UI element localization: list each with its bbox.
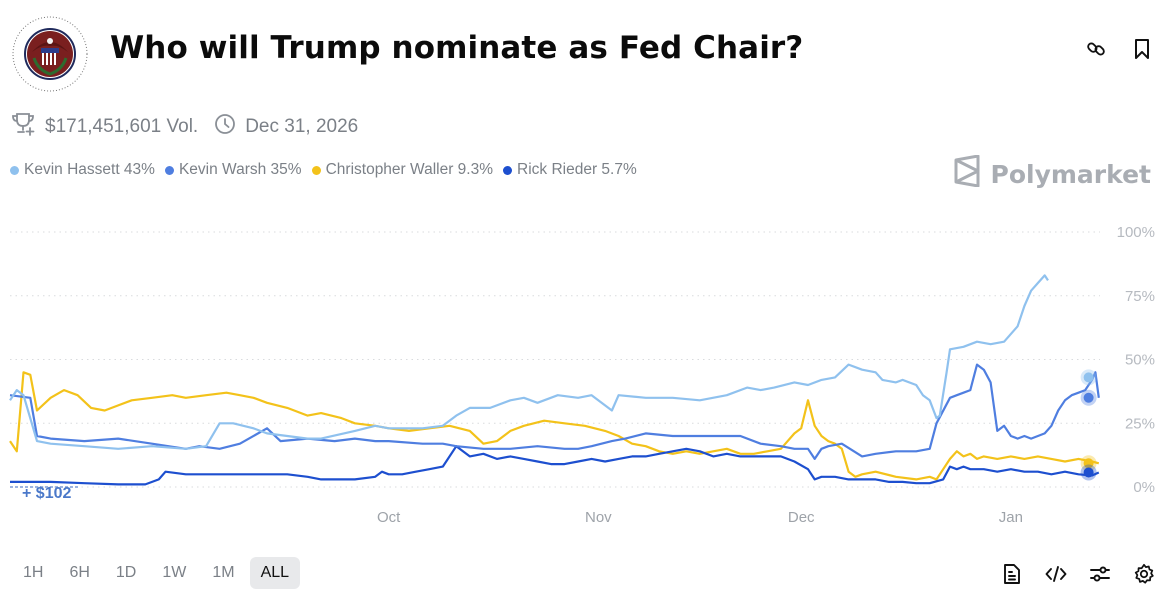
range-1d-button[interactable]: 1D	[115, 564, 137, 581]
grid	[10, 231, 1100, 488]
legend-dot	[311, 165, 321, 175]
sliders-icon[interactable]	[1089, 563, 1111, 585]
federal-reserve-seal-logo	[10, 14, 90, 94]
end-marker-kevin-warsh[interactable]	[1083, 392, 1094, 403]
series-end-markers	[1080, 369, 1097, 481]
end-date-text: Dec 31, 2026	[245, 116, 359, 137]
legend-item-waller: Christopher Waller 9.3%	[311, 161, 493, 179]
y-tick-label: 0%	[1133, 479, 1155, 496]
x-axis: Oct Nov Dec Jan	[377, 509, 1023, 526]
legend-dot	[164, 165, 174, 175]
legend-label: Rick Rieder 5.7%	[517, 161, 637, 178]
range-1h-button[interactable]: 1H	[23, 564, 44, 581]
x-tick-label: Oct	[377, 509, 401, 526]
y-axis: 0% 25% 50% 75% 100%	[1117, 224, 1155, 496]
clock-icon	[214, 113, 236, 141]
range-6h-button[interactable]: 6H	[69, 564, 90, 581]
settings-gear-icon[interactable]	[1133, 563, 1155, 585]
x-tick-label: Jan	[999, 509, 1023, 526]
x-tick-label: Nov	[585, 509, 612, 526]
end-marker-christopher-waller[interactable]	[1083, 458, 1094, 469]
time-range-selector: 1H 6H 1D 1W 1M ALL	[12, 557, 301, 589]
polymarket-wordmark: Polymarket	[990, 159, 1151, 189]
x-tick-label: Dec	[788, 509, 815, 526]
code-embed-icon[interactable]	[1045, 563, 1067, 585]
legend-label: Kevin Hassett 43%	[24, 161, 155, 178]
series-line-kevin-warsh[interactable]	[9, 363, 1100, 460]
polymarket-logo-icon	[953, 154, 981, 193]
volume-annotation: + $102	[22, 485, 71, 502]
document-icon[interactable]	[1001, 563, 1023, 585]
legend-dot	[10, 165, 19, 175]
range-1w-button[interactable]: 1W	[162, 564, 187, 581]
polymarket-brand: Polymarket	[953, 154, 1151, 193]
end-marker-rick-rieder[interactable]	[1083, 467, 1094, 478]
bookmark-icon[interactable]	[1131, 38, 1153, 60]
legend-item-warsh: Kevin Warsh 35%	[164, 161, 302, 179]
range-all-button[interactable]: ALL	[249, 557, 301, 589]
y-tick-label: 100%	[1117, 224, 1155, 241]
page-title: Who will Trump nominate as Fed Chair?	[110, 30, 804, 66]
legend-label: Kevin Warsh 35%	[178, 161, 302, 178]
legend-dot	[503, 165, 512, 175]
y-tick-label: 50%	[1125, 352, 1155, 369]
link-icon[interactable]	[1085, 38, 1107, 60]
price-history-chart[interactable]: 0% 25% 50% 75% 100% Oct Nov Dec Jan + $102	[0, 215, 1173, 535]
legend-item-hassett: Kevin Hassett 43%	[10, 161, 155, 179]
chart-legend: Kevin Hassett 43% Kevin Warsh 35% Christ…	[10, 161, 637, 179]
series-line-christopher-waller[interactable]	[9, 371, 1100, 481]
volume-text: $171,451,601 Vol.	[45, 116, 199, 137]
series-lines	[9, 274, 1100, 486]
legend-label: Christopher Waller 9.3%	[325, 161, 493, 178]
y-tick-label: 75%	[1125, 288, 1155, 305]
legend-item-rieder: Rick Rieder 5.7%	[503, 161, 637, 179]
series-line-rick-rieder[interactable]	[10, 445, 1100, 486]
trophy-plus-icon	[10, 111, 36, 143]
end-marker-kevin-hassett[interactable]	[1083, 372, 1094, 383]
y-tick-label: 25%	[1125, 415, 1155, 432]
range-1m-button[interactable]: 1M	[212, 564, 235, 581]
series-line-kevin-hassett[interactable]	[9, 274, 1049, 450]
